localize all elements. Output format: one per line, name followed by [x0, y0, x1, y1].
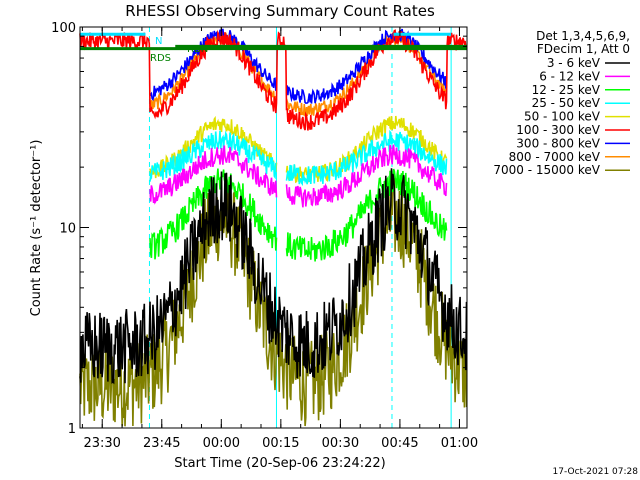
chart-title: RHESSI Observing Summary Count Rates [125, 2, 435, 20]
x-tick-label: 00:45 [381, 436, 418, 451]
legend-entry-label: 3 - 6 keV [547, 56, 601, 70]
legend-entry-label: 25 - 50 keV [532, 96, 601, 110]
x-tick-label: 00:30 [322, 436, 359, 451]
y-axis-label: Count Rate (s⁻¹ detector⁻¹) [29, 140, 44, 317]
x-axis-label: Start Time (20-Sep-06 23:24:22) [174, 456, 385, 471]
series-line [79, 178, 468, 427]
footer-date: 17-Oct-2021 07:28 [553, 467, 639, 477]
legend-entry-label: 7000 - 15000 keV [493, 163, 600, 177]
flag-label: RBN [187, 44, 208, 55]
legend-entry-label: 300 - 800 keV [516, 136, 600, 150]
x-tick-label: 00:15 [262, 436, 299, 451]
flag-label: RDS [150, 53, 171, 64]
y-tick-label: 1 [68, 422, 76, 437]
series-line [79, 168, 468, 385]
axes: 1 10 100 23:30 23:45 00:00 00:15 00:30 00:45 01:0… [51, 21, 478, 451]
x-tick-label: 23:45 [143, 436, 180, 451]
x-tick-label: 00:00 [203, 436, 240, 451]
flag-label: N [155, 36, 162, 47]
series-line [149, 144, 448, 208]
legend-entry-label: 12 - 25 keV [532, 83, 601, 97]
plot-area: N RDS RBN [79, 27, 468, 428]
x-tick-label: 23:30 [83, 436, 120, 451]
y-tick-label: 10 [59, 222, 76, 237]
legend-entry-label: 6 - 12 keV [539, 69, 601, 83]
legend-entry-label: 100 - 300 keV [516, 123, 600, 137]
legend-entry-label: 800 - 7000 keV [509, 150, 601, 164]
series-line [149, 129, 448, 187]
chart-legend: Det 1,3,4,5,6,9, FDecim 1, Att 0 3 - 6 k… [493, 29, 630, 177]
y-tick-label: 100 [51, 21, 76, 36]
x-tick-label: 01:00 [441, 436, 478, 451]
legend-header-line-1: Det 1,3,4,5,6,9, [536, 29, 630, 43]
legend-header-line-2: FDecim 1, Att 0 [537, 42, 630, 56]
legend-entry-label: 50 - 100 keV [524, 110, 601, 124]
